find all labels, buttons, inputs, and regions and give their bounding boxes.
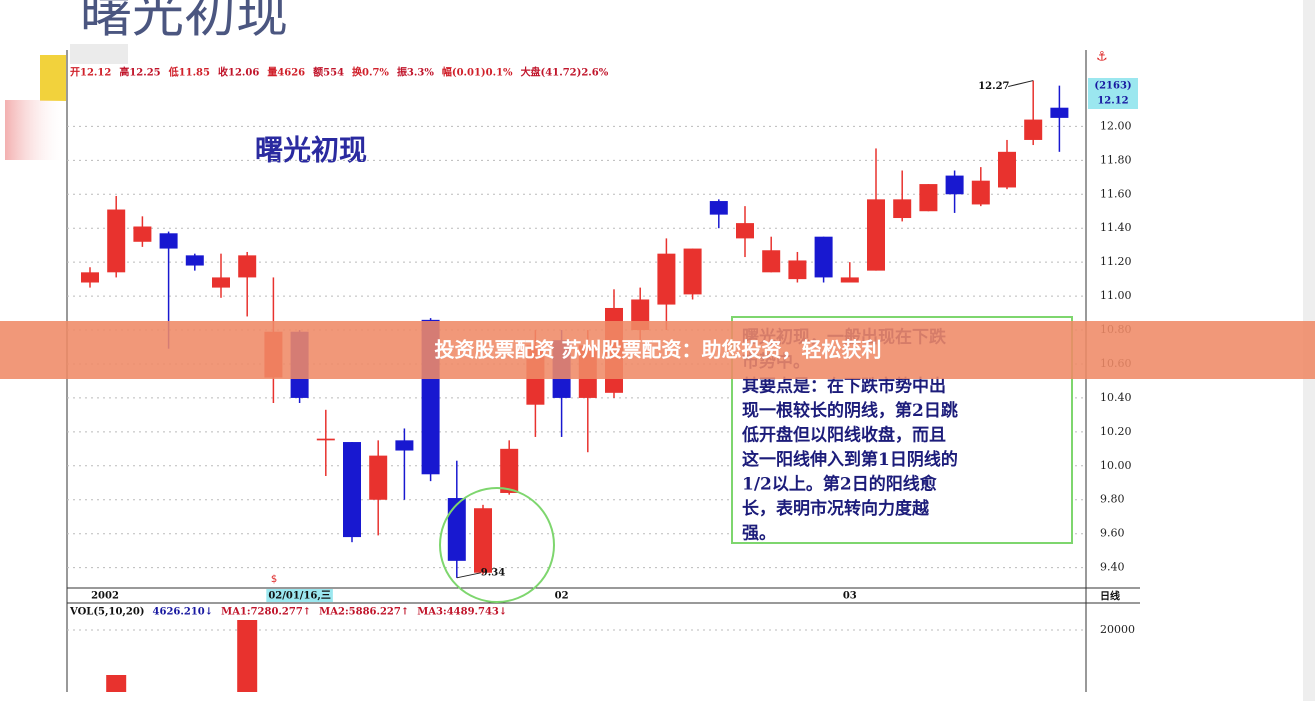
decor-blur — [70, 44, 128, 64]
candle-body — [395, 440, 414, 451]
candle-body — [736, 223, 754, 239]
y-tick-label: 12.00 — [1100, 119, 1132, 132]
annotation: 12.27 — [978, 81, 1009, 92]
banner-text: 投资股票配资 苏州股票配资：助您投资，轻松获利 — [435, 338, 882, 362]
candle-body — [709, 201, 728, 215]
y-tick-label: 9.80 — [1100, 493, 1125, 506]
note-line: 这一阳线伸入到第1日阴线的 — [742, 449, 958, 470]
y-tick-label: 11.60 — [1100, 187, 1132, 200]
page-title: 曙光初现 — [80, 0, 288, 45]
note-line: 现一根较长的阴线，第2日跳 — [742, 400, 958, 421]
candle-body — [212, 277, 230, 288]
candle-body — [814, 236, 833, 278]
x-tick-label: 02 — [555, 591, 569, 602]
note-line: 低开盘但以阳线收盘，而且 — [741, 425, 946, 446]
y-tick-label: 11.20 — [1100, 255, 1132, 268]
volume-info-item: MA1:7280.277↑ — [221, 607, 311, 618]
candle-body — [1050, 107, 1069, 118]
decor-red — [5, 100, 67, 160]
candle-body — [919, 184, 938, 212]
decor-yellow — [40, 55, 66, 101]
candle-body — [500, 448, 519, 493]
candle-body — [788, 260, 807, 280]
volume-plot — [67, 620, 1086, 692]
info-item: 量4626 — [267, 66, 305, 79]
info-bar: 开12.12 高12.25 低11.85 收12.06 量4626 额554 换0.7% 振3… — [70, 66, 609, 79]
candle-body — [474, 508, 492, 573]
price-box — [1088, 78, 1138, 109]
info-item: 大盘(41.72)2.6% — [521, 66, 609, 79]
candle-body — [107, 209, 126, 273]
y-tick-label: 10.20 — [1100, 425, 1132, 438]
candle-body — [657, 253, 676, 305]
y-tick-label: 10.40 — [1100, 391, 1132, 404]
chart-heading: 曙光初现 — [255, 134, 367, 167]
x-tick-label: 2002 — [91, 591, 119, 602]
y-tick-label: 20000 — [1100, 623, 1135, 636]
marker: $ — [271, 574, 277, 585]
candle-body — [238, 255, 257, 278]
highlight-circle — [439, 487, 555, 603]
annotation: 9.34 — [481, 567, 505, 578]
y-tick-label: 9.60 — [1100, 527, 1125, 540]
info-item: 开12.12 — [70, 67, 111, 79]
candle-body — [893, 199, 912, 219]
info-item: 低11.85 — [168, 66, 210, 79]
candle-body — [840, 277, 859, 283]
annotation-line — [1008, 80, 1034, 88]
volume-bar — [106, 675, 127, 692]
candle-body — [971, 180, 990, 205]
candle-body — [159, 233, 178, 249]
candle-body — [343, 442, 361, 538]
info-item: 换0.7% — [352, 66, 389, 79]
x-tick-label: 02/01/16,三 — [268, 590, 331, 602]
volume-info-item: VOL(5,10,20) — [69, 607, 145, 618]
volume-info-item: 4626.210↓ — [153, 607, 214, 618]
note-line: 长，表明市况转向力度越 — [742, 498, 930, 519]
volume-info-item: MA3:4489.743↓ — [417, 607, 507, 618]
info-item: 高12.25 — [119, 66, 160, 79]
candle-body — [867, 199, 885, 271]
candle-body — [683, 248, 702, 295]
info-item: 额554 — [313, 66, 344, 79]
candle-body — [447, 498, 466, 561]
y-tick-label: 11.40 — [1100, 221, 1132, 234]
candle-body — [81, 272, 99, 283]
volume-bar — [237, 620, 258, 692]
price-box-text: 12.12 — [1097, 96, 1128, 107]
annotation-line — [456, 572, 481, 579]
y-tick-label: 11.00 — [1100, 289, 1132, 302]
candle-body — [1024, 119, 1043, 140]
note-line: 其要点是：在下跌市势中出 — [742, 376, 946, 397]
candle-body — [316, 438, 335, 441]
volume-info-item: MA2:5886.227↑ — [319, 607, 409, 618]
plot: 9.409.609.8010.0010.2010.4010.6010.8011.… — [67, 80, 1132, 602]
y-tick-label: 10.00 — [1100, 459, 1132, 472]
info-item: 振3.3% — [397, 66, 434, 79]
marker: ⚓ — [1096, 50, 1108, 65]
candle-body — [945, 175, 964, 195]
x-tick-box — [266, 589, 333, 602]
candle-body — [185, 255, 204, 266]
volume-info: VOL(5,10,20) 4626.210↓ MA1:7280.277↑ MA2:58… — [69, 607, 507, 618]
y-tick-label: 11.80 — [1100, 153, 1132, 166]
x-tick-label: 03 — [843, 591, 857, 602]
info-item: 幅(0.01)0.1% — [442, 66, 513, 79]
candle-body — [998, 151, 1016, 188]
note-line: 强。 — [742, 524, 776, 544]
candle-body — [133, 226, 152, 242]
candle-body — [762, 250, 781, 273]
price-box-text: (2163) — [1094, 81, 1131, 92]
period: 日线 — [1100, 590, 1120, 603]
banner — [0, 321, 1315, 379]
note-line: 1/2以上。第2日的阳线愈 — [742, 474, 938, 495]
candle-body — [369, 455, 388, 500]
info-item: 收12.06 — [218, 66, 259, 79]
y-tick-label: 9.40 — [1100, 561, 1125, 574]
